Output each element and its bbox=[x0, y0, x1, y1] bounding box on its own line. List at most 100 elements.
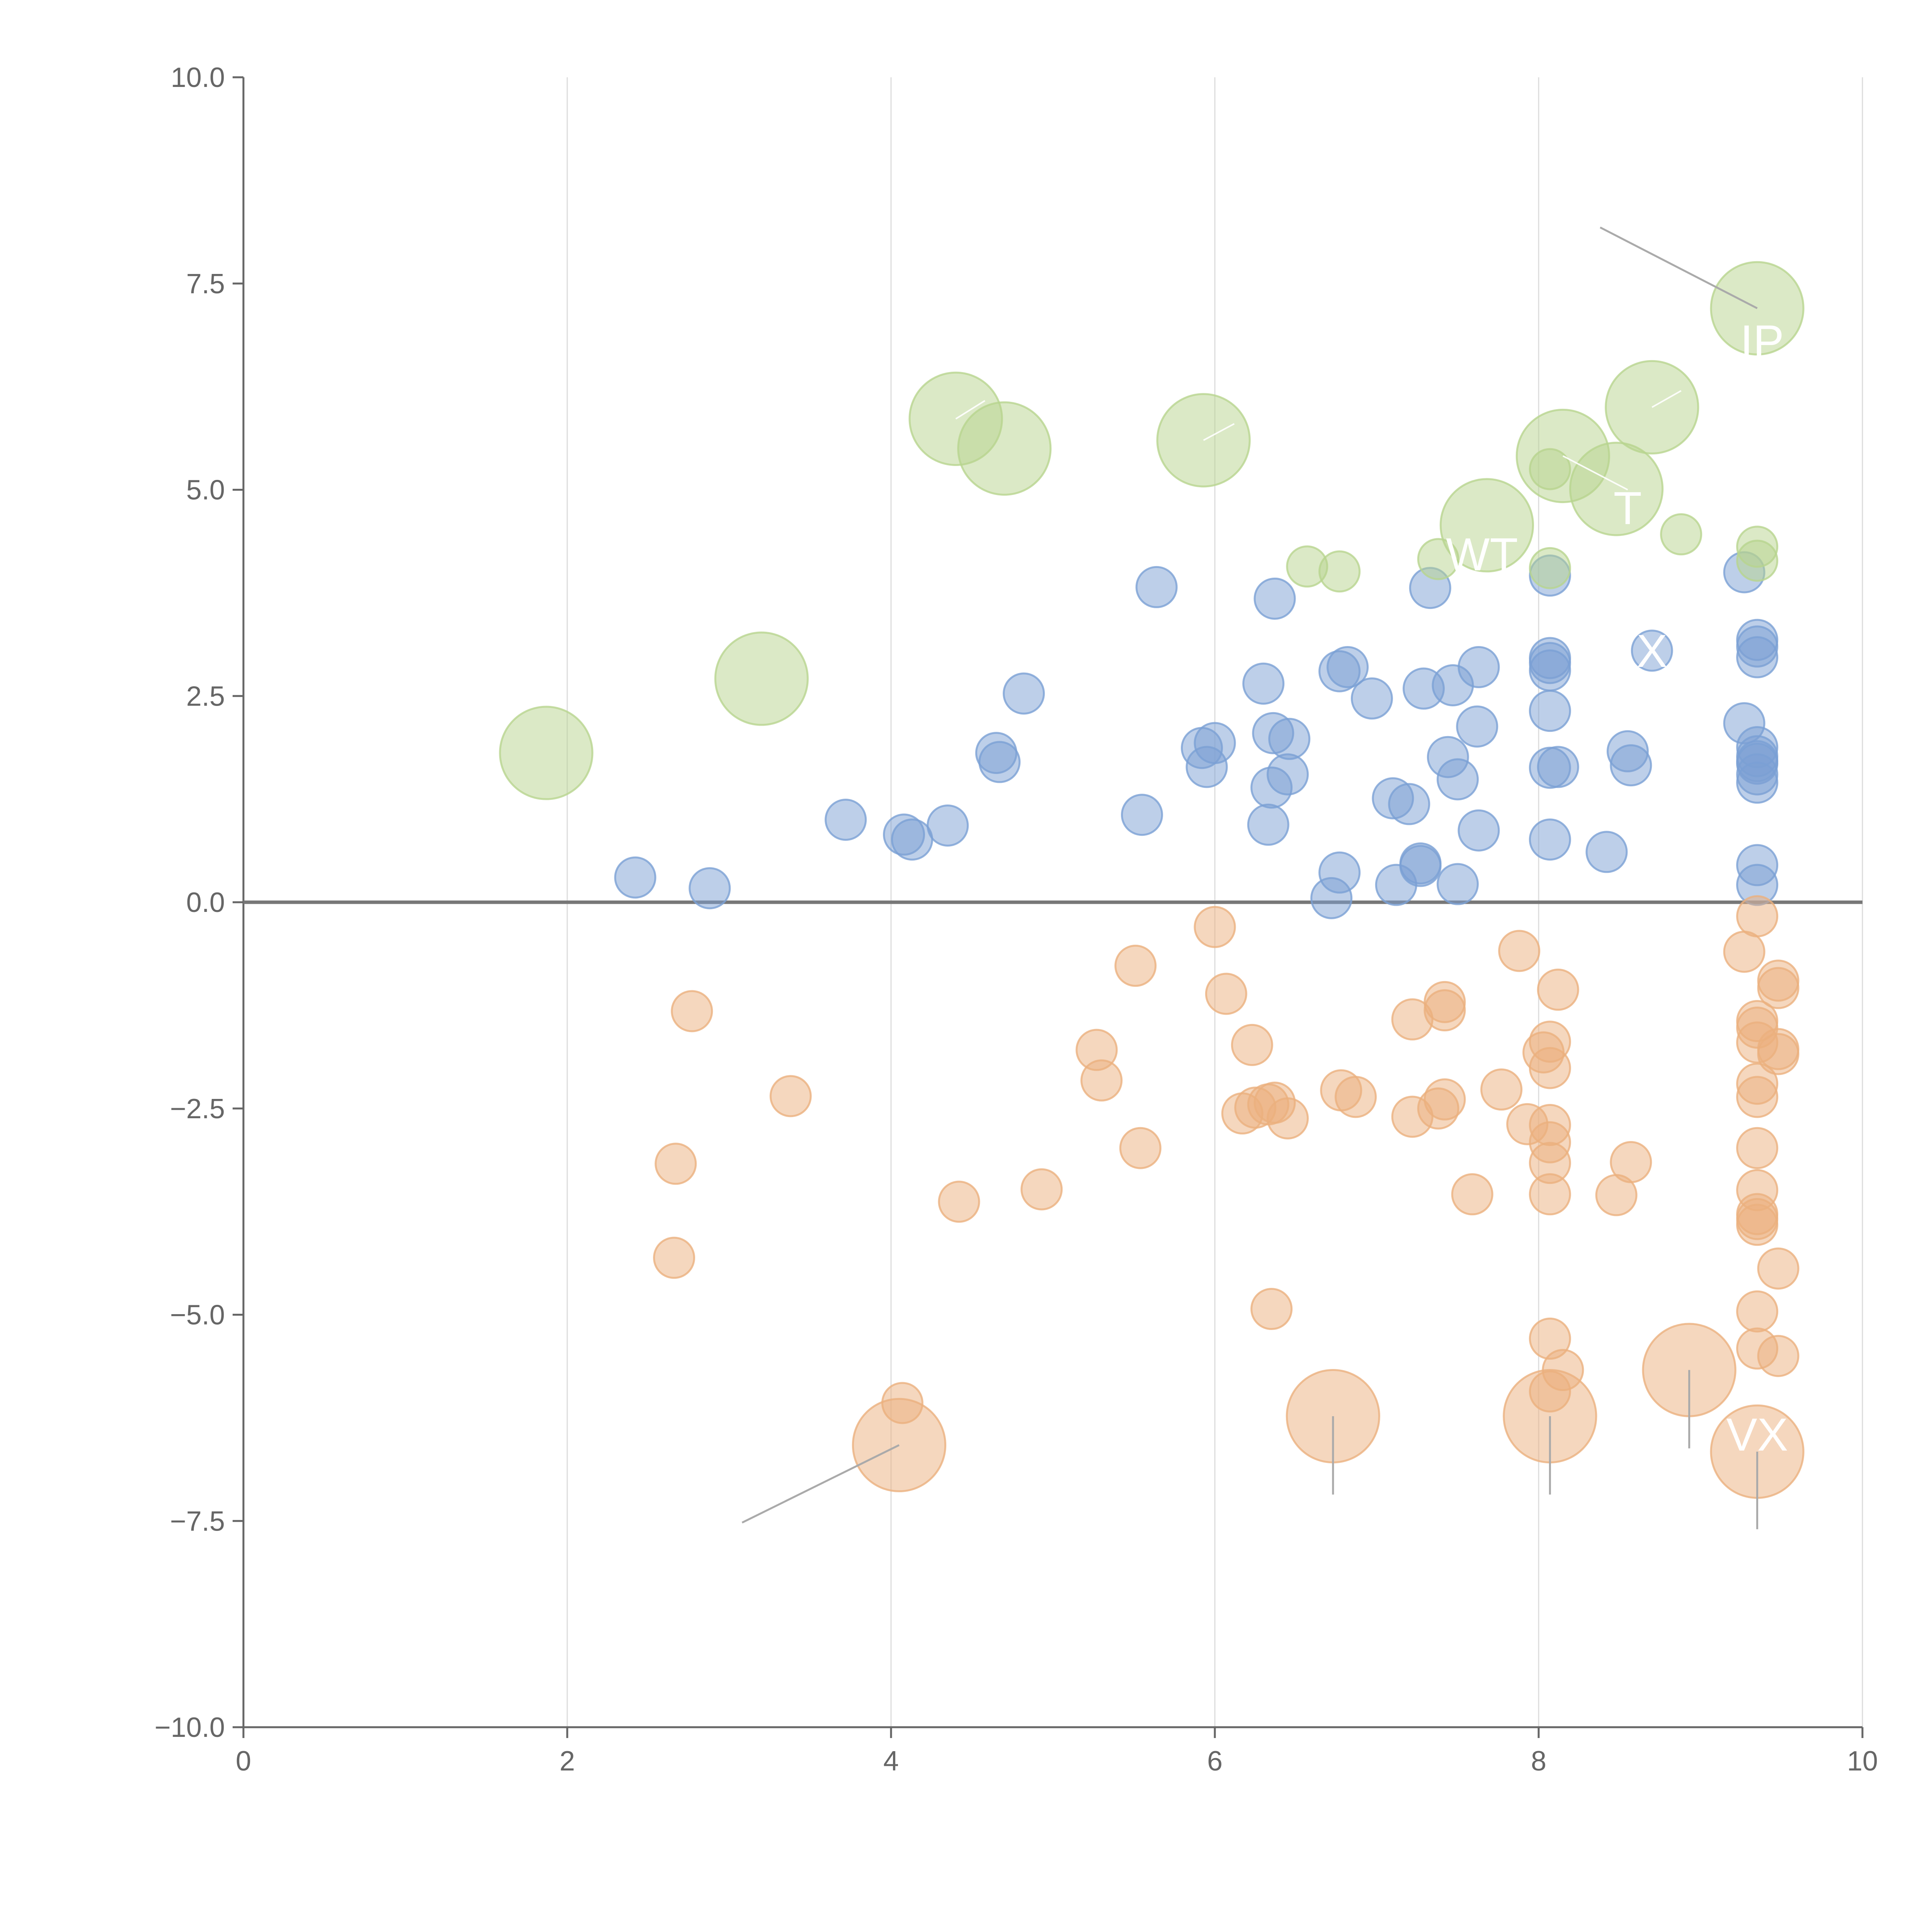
point-label-12: X bbox=[1636, 625, 1667, 677]
point-negative-5 bbox=[938, 1180, 980, 1223]
annotation-leader-8 bbox=[1651, 390, 1682, 408]
axes-layer: 0 2 4 6 8 10 10.0 7.5 5.0 2.5 0.0 −2.5 −5.0 −7.5 −10.0 bbox=[155, 62, 1878, 1777]
point-positive-24 bbox=[1327, 646, 1369, 689]
point-negative-21 bbox=[1335, 1076, 1377, 1118]
point-label-11: T bbox=[1614, 482, 1642, 534]
point-label-10: WT bbox=[1446, 529, 1518, 580]
point-negative-30 bbox=[1498, 930, 1541, 972]
annotation-leader-0 bbox=[1600, 226, 1758, 310]
point-negative-44 bbox=[1610, 1141, 1652, 1184]
large-point-7 bbox=[1569, 442, 1664, 536]
y-tick-label-7: −7.5 bbox=[170, 1506, 225, 1537]
point-negative-46 bbox=[1736, 895, 1779, 937]
point-negative-11 bbox=[1194, 906, 1236, 948]
point-negative-60 bbox=[1757, 967, 1799, 1009]
point-positive-23 bbox=[1318, 851, 1361, 894]
point-positive-35 bbox=[1437, 758, 1479, 801]
annotation-leader-6 bbox=[955, 400, 986, 420]
x-tick-label-5: 10 bbox=[1847, 1746, 1878, 1777]
point-negative-3 bbox=[769, 1075, 812, 1117]
point-positive-37 bbox=[1456, 705, 1498, 748]
point-positive-51 bbox=[1631, 629, 1673, 672]
annotation-leader-1 bbox=[742, 1444, 900, 1524]
y-tick-label-4: 0.0 bbox=[186, 887, 225, 918]
y-tick-label-8: −10.0 bbox=[155, 1712, 225, 1743]
point-negative-2 bbox=[671, 990, 713, 1032]
point-positive-38 bbox=[1458, 809, 1500, 852]
point-positive-8 bbox=[1003, 672, 1045, 715]
point-positive-47 bbox=[1537, 746, 1579, 788]
y-tick-label-5: −2.5 bbox=[170, 1094, 225, 1124]
x-tick-label-1: 2 bbox=[560, 1746, 575, 1777]
point-positive-48 bbox=[1585, 831, 1628, 873]
x-tick-label-0: 0 bbox=[236, 1746, 251, 1777]
point-positive-9 bbox=[1121, 794, 1163, 836]
point-negative-64 bbox=[1757, 1335, 1799, 1377]
point-positive-43 bbox=[1529, 818, 1571, 861]
point-positive-15 bbox=[1247, 803, 1289, 846]
point-negative-0 bbox=[653, 1236, 696, 1279]
point-negative-19 bbox=[1267, 1097, 1309, 1139]
point-positive-2 bbox=[825, 799, 867, 841]
point-negative-25 bbox=[1423, 1078, 1466, 1121]
point-label-14: IP bbox=[1740, 316, 1784, 367]
point-negative-63 bbox=[1757, 1247, 1799, 1290]
x-tick-label-2: 4 bbox=[883, 1746, 899, 1777]
point-highlight-1 bbox=[1318, 550, 1361, 593]
point-negative-29 bbox=[1480, 1068, 1523, 1111]
point-negative-6 bbox=[1020, 1168, 1063, 1211]
point-negative-57 bbox=[1736, 1290, 1779, 1333]
point-positive-0 bbox=[614, 856, 656, 899]
point-negative-34 bbox=[1529, 1020, 1571, 1063]
point-highlight-5 bbox=[1660, 513, 1702, 556]
point-label-13: VX bbox=[1726, 1409, 1788, 1461]
point-negative-1 bbox=[655, 1143, 697, 1185]
y-tick-label-3: 2.5 bbox=[186, 681, 225, 712]
point-negative-45 bbox=[1723, 930, 1765, 973]
large-point-5 bbox=[1439, 478, 1534, 573]
point-positive-14 bbox=[1242, 662, 1285, 705]
point-positive-46 bbox=[1529, 649, 1571, 692]
y-tick-label-6: −5.0 bbox=[170, 1300, 225, 1331]
point-negative-10 bbox=[1119, 1127, 1162, 1169]
large-point-0 bbox=[499, 706, 594, 800]
point-positive-28 bbox=[1388, 783, 1430, 825]
point-positive-62 bbox=[1736, 761, 1779, 804]
point-negative-56 bbox=[1736, 1204, 1779, 1246]
point-positive-10 bbox=[1135, 566, 1178, 608]
point-negative-27 bbox=[1423, 989, 1466, 1032]
point-positive-56 bbox=[1736, 636, 1779, 679]
point-positive-7 bbox=[978, 741, 1021, 783]
y-tick-label-1: 7.5 bbox=[186, 269, 225, 299]
point-positive-39 bbox=[1458, 646, 1500, 689]
point-positive-41 bbox=[1529, 690, 1571, 732]
point-negative-62 bbox=[1757, 1033, 1799, 1075]
annotation-leader-7 bbox=[1203, 423, 1235, 441]
point-positive-1 bbox=[689, 867, 731, 910]
point-positive-18 bbox=[1253, 577, 1296, 620]
y-tick-label-2: 5.0 bbox=[186, 475, 225, 506]
point-negative-51 bbox=[1736, 1076, 1779, 1118]
x-tick-label-3: 6 bbox=[1207, 1746, 1223, 1777]
point-positive-36 bbox=[1437, 863, 1479, 905]
x-tick-label-4: 8 bbox=[1531, 1746, 1546, 1777]
y-tick-label-0: 10.0 bbox=[171, 62, 225, 93]
point-positive-13 bbox=[1194, 722, 1236, 764]
point-negative-41 bbox=[1537, 968, 1579, 1011]
point-positive-4 bbox=[891, 818, 933, 861]
point-positive-20 bbox=[1268, 718, 1311, 760]
annotation-layer: WT T X VX IP bbox=[742, 226, 1788, 1529]
annotation-leader-9 bbox=[1562, 455, 1628, 491]
point-negative-9 bbox=[1114, 944, 1157, 987]
point-negative-38 bbox=[1529, 1173, 1571, 1216]
point-negative-17 bbox=[1250, 1288, 1293, 1330]
large-point-3 bbox=[957, 401, 1052, 496]
point-positive-30 bbox=[1399, 842, 1442, 885]
point-positive-50 bbox=[1610, 744, 1652, 787]
point-highlight-7 bbox=[1736, 539, 1779, 582]
point-positive-25 bbox=[1350, 677, 1393, 720]
point-positive-5 bbox=[927, 804, 969, 847]
point-positive-19 bbox=[1267, 753, 1309, 796]
